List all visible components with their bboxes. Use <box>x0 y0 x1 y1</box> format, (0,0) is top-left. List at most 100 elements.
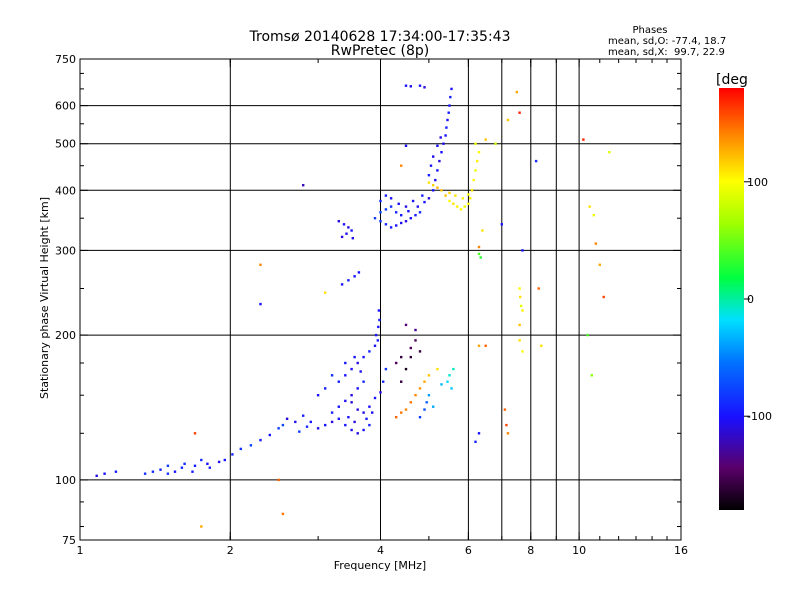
data-point <box>173 470 177 473</box>
data-point <box>404 408 408 411</box>
data-point <box>404 323 408 327</box>
data-point <box>409 355 412 359</box>
data-point <box>350 428 353 432</box>
data-point <box>500 223 503 226</box>
data-point <box>337 405 340 408</box>
colorbar-label: [deg <box>716 72 748 88</box>
stats-header: Phases <box>632 25 667 36</box>
data-point <box>594 242 597 245</box>
data-point <box>277 427 280 430</box>
data-point <box>534 159 538 163</box>
data-point <box>200 525 203 528</box>
data-point <box>474 440 477 443</box>
data-point <box>395 361 398 365</box>
data-point <box>356 408 359 411</box>
data-point <box>395 211 398 214</box>
data-point <box>294 420 297 424</box>
data-point <box>356 387 359 390</box>
data-point <box>409 85 412 88</box>
data-point <box>389 197 393 200</box>
data-point <box>342 223 346 226</box>
x-tick-label: 4 <box>377 544 384 557</box>
data-point <box>515 90 518 94</box>
data-point <box>114 470 118 473</box>
data-point <box>474 169 477 172</box>
data-point <box>362 428 365 432</box>
data-point <box>409 401 412 404</box>
data-point <box>193 464 197 467</box>
colorbar-tick-label: 100 <box>747 176 768 189</box>
data-point <box>479 256 482 259</box>
data-point <box>362 355 365 359</box>
data-point <box>521 309 524 312</box>
data-point <box>384 367 388 371</box>
data-point <box>494 142 497 145</box>
data-point <box>359 370 362 373</box>
data-point <box>409 217 412 220</box>
data-point <box>586 333 589 337</box>
data-point <box>505 423 508 427</box>
data-point <box>474 142 477 145</box>
data-point <box>448 104 451 107</box>
data-point <box>481 229 484 232</box>
data-point <box>384 208 388 211</box>
data-point <box>427 394 431 397</box>
data-point <box>337 380 340 383</box>
data-point <box>208 466 211 469</box>
data-point <box>151 470 155 473</box>
data-point <box>484 138 487 141</box>
y-tick-label: 750 <box>55 53 76 66</box>
x-tick-label: 10 <box>572 544 586 557</box>
data-point <box>477 252 481 256</box>
x-tick-label: 1 <box>77 544 84 557</box>
data-point <box>330 411 334 414</box>
data-point <box>95 474 98 477</box>
data-point <box>344 374 347 377</box>
y-tick-labels: 75 100 200 300 400 500 600 750 <box>55 53 76 547</box>
data-point <box>379 391 382 394</box>
data-point <box>365 417 368 420</box>
data-point <box>423 200 426 204</box>
x-tick-label: 2 <box>227 544 234 557</box>
data-point <box>463 205 466 208</box>
data-point <box>423 86 426 89</box>
data-point <box>602 295 605 299</box>
data-point <box>407 210 410 213</box>
data-point <box>477 344 481 347</box>
data-point <box>382 380 385 383</box>
data-point <box>447 111 450 114</box>
colorbar-tick-label: 0 <box>747 293 754 306</box>
data-point <box>316 427 320 430</box>
data-point <box>324 291 327 294</box>
data-point <box>350 394 353 397</box>
data-point <box>340 283 344 286</box>
colorbar-ticks: 100 0 -100 <box>744 176 772 423</box>
data-point <box>439 136 442 139</box>
y-axis-label: Stationary phase Virtual Height [km] <box>38 197 51 399</box>
data-point <box>506 118 510 122</box>
data-point <box>285 417 289 420</box>
data-point <box>324 423 327 427</box>
data-point <box>470 189 474 192</box>
data-point <box>400 411 403 414</box>
data-point <box>397 202 400 205</box>
data-point <box>418 84 422 87</box>
data-point <box>281 423 285 427</box>
data-point <box>518 111 521 114</box>
data-point <box>350 229 353 232</box>
grid-lines <box>80 59 681 540</box>
data-point <box>598 263 601 266</box>
data-point <box>411 199 415 203</box>
data-point <box>373 217 377 220</box>
data-point <box>377 325 380 329</box>
x-tick-label: 8 <box>527 544 534 557</box>
data-point <box>373 344 377 347</box>
data-point <box>384 223 388 226</box>
y-tick-label: 100 <box>55 474 76 487</box>
x-axis-label: Frequency [MHz] <box>334 559 426 572</box>
data-point <box>425 401 428 404</box>
data-point <box>440 151 443 154</box>
data-point <box>379 220 382 223</box>
data-point <box>103 472 106 475</box>
data-point <box>521 350 524 353</box>
